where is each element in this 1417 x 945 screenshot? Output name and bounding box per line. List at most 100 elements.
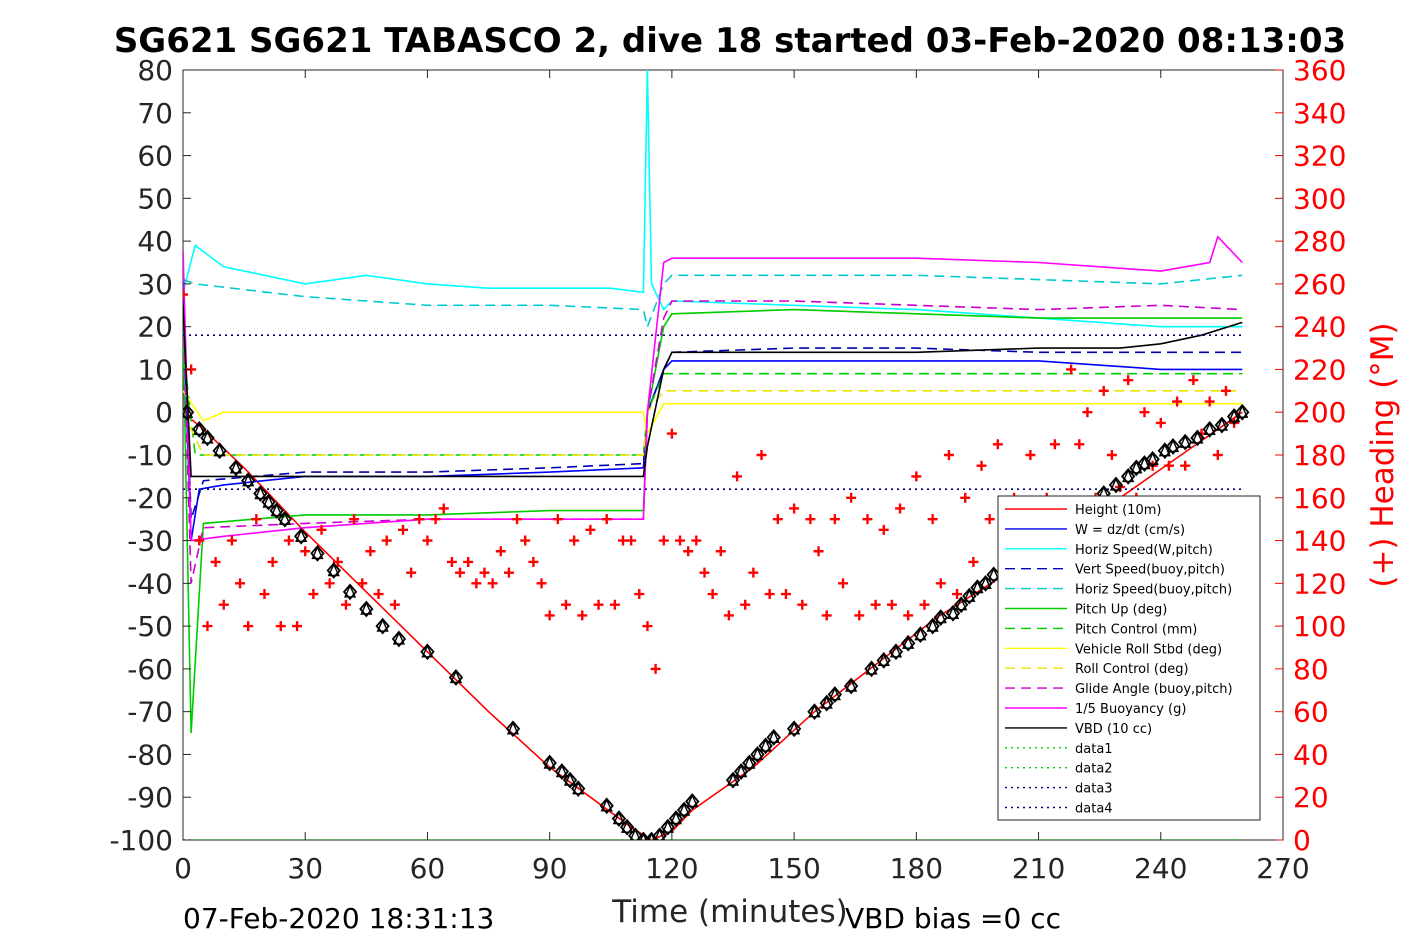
- y-left-tick-label: -80: [127, 738, 173, 771]
- heading-point: [1155, 417, 1166, 428]
- y-left-tick-label: -70: [127, 696, 173, 729]
- depth-point-triangle: [295, 528, 308, 542]
- depth-point-triangle: [808, 703, 821, 718]
- y-right-tick-label: 340: [1293, 97, 1346, 130]
- depth-point: [359, 600, 374, 618]
- depth-point-triangle: [555, 763, 568, 778]
- legend-label: data4: [1075, 802, 1113, 817]
- y-left-tick-label: 70: [137, 97, 173, 130]
- heading-point: [658, 535, 669, 546]
- y-left-tick-label: 60: [137, 140, 173, 173]
- ticks-layer: 0 30 60 90 120 150 180 210 240 270 80 70 60 50 40 30 20 1…: [109, 54, 1346, 885]
- heading-point: [634, 589, 645, 600]
- depth-point: [819, 694, 834, 712]
- depth-point-triangle: [767, 729, 780, 744]
- y-left-tick-label: -90: [127, 781, 173, 814]
- heading-point: [544, 610, 555, 621]
- y-right-tick-label: 180: [1293, 439, 1346, 472]
- heading-point: [471, 578, 482, 589]
- depth-point: [953, 596, 969, 614]
- legend-items: Height (10m) W = dz/dt (cm/s) Horiz Speed(…: [1005, 503, 1233, 817]
- depth-point-triangle: [262, 494, 275, 508]
- heading-point: [829, 514, 840, 525]
- depth-point: [200, 429, 215, 447]
- heading-point: [1139, 407, 1150, 418]
- depth-point-triangle: [327, 562, 340, 577]
- heading-point: [650, 663, 661, 674]
- depth-point-triangle: [270, 502, 283, 517]
- depth-point-triangle: [213, 443, 226, 457]
- legend-label: data3: [1075, 782, 1113, 797]
- heading-point: [699, 567, 710, 578]
- heading-point: [536, 578, 547, 589]
- heading-point: [1180, 460, 1191, 471]
- heading-point: [748, 567, 759, 578]
- heading-point: [357, 578, 368, 589]
- depth-point-triangle: [1138, 455, 1151, 470]
- heading-point: [927, 514, 938, 525]
- heading-point: [202, 621, 213, 632]
- heading-point: [895, 503, 906, 514]
- depth-point: [807, 703, 822, 721]
- y-right-tick-label: 160: [1293, 482, 1346, 515]
- depth-point-triangle: [828, 686, 841, 701]
- heading-point: [740, 599, 751, 610]
- series-line-vert-speed-buoy-pitch: [183, 283, 1243, 520]
- y-left-tick-label: -10: [127, 439, 173, 472]
- heading-point: [805, 514, 816, 525]
- depth-point: [925, 617, 940, 635]
- depth-point-triangle: [612, 810, 626, 825]
- heading-point: [846, 492, 857, 503]
- depth-point: [183, 403, 195, 421]
- depth-point: [570, 780, 586, 798]
- depth-point-triangle: [788, 721, 801, 735]
- legend-label: W = dz/dt (cm/s): [1075, 523, 1185, 538]
- depth-point-triangle: [987, 567, 1000, 581]
- depth-point-triangle: [845, 678, 858, 692]
- depth-point-triangle: [360, 601, 373, 615]
- legend-box: [997, 495, 1261, 821]
- heading-point: [183, 289, 188, 300]
- heading-point: [601, 514, 612, 525]
- depth-point: [212, 442, 227, 460]
- heading-point: [756, 450, 767, 460]
- heading-point: [503, 567, 514, 578]
- heading-point: [1204, 396, 1215, 407]
- depth-point: [1178, 433, 1193, 451]
- heading-point: [389, 599, 400, 610]
- heading-point: [446, 556, 457, 567]
- heading-point: [715, 546, 726, 557]
- depth-point: [554, 763, 570, 780]
- depth-point-triangle: [1122, 468, 1135, 483]
- heading-point: [365, 546, 376, 557]
- y-right-tick-label: 60: [1293, 696, 1329, 729]
- y-right-tick-label: 100: [1293, 610, 1346, 643]
- heading-point: [292, 621, 303, 632]
- y-right-tick-label: 280: [1293, 225, 1346, 258]
- depth-point: [391, 630, 407, 648]
- depth-point-triangle: [726, 772, 740, 786]
- depth-point-triangle: [311, 545, 324, 560]
- depth-point: [1214, 416, 1230, 434]
- heading-point: [267, 556, 278, 567]
- depth-point-triangle: [678, 802, 691, 816]
- depth-point-triangle: [1146, 451, 1159, 465]
- heading-point: [430, 514, 441, 525]
- legend-label: Horiz Speed(buoy,pitch): [1075, 583, 1232, 598]
- heading-point: [455, 567, 466, 578]
- heading-point: [569, 535, 580, 546]
- heading-point: [870, 599, 881, 610]
- x-tick-label: 270: [1256, 852, 1309, 885]
- y-right-tick-label: 220: [1293, 353, 1346, 386]
- heading-point: [691, 535, 702, 546]
- y-right-tick-label: 40: [1293, 738, 1329, 771]
- x-tick-label: 180: [890, 852, 943, 885]
- depth-point-triangle: [1215, 417, 1228, 431]
- depth-point-triangle: [1228, 408, 1241, 423]
- depth-point: [1235, 403, 1250, 421]
- heading-point: [943, 450, 954, 460]
- depth-point-triangle: [254, 485, 267, 500]
- depth-point: [619, 818, 635, 836]
- y-right-tick-label: 240: [1293, 311, 1346, 344]
- heading-point: [422, 535, 433, 546]
